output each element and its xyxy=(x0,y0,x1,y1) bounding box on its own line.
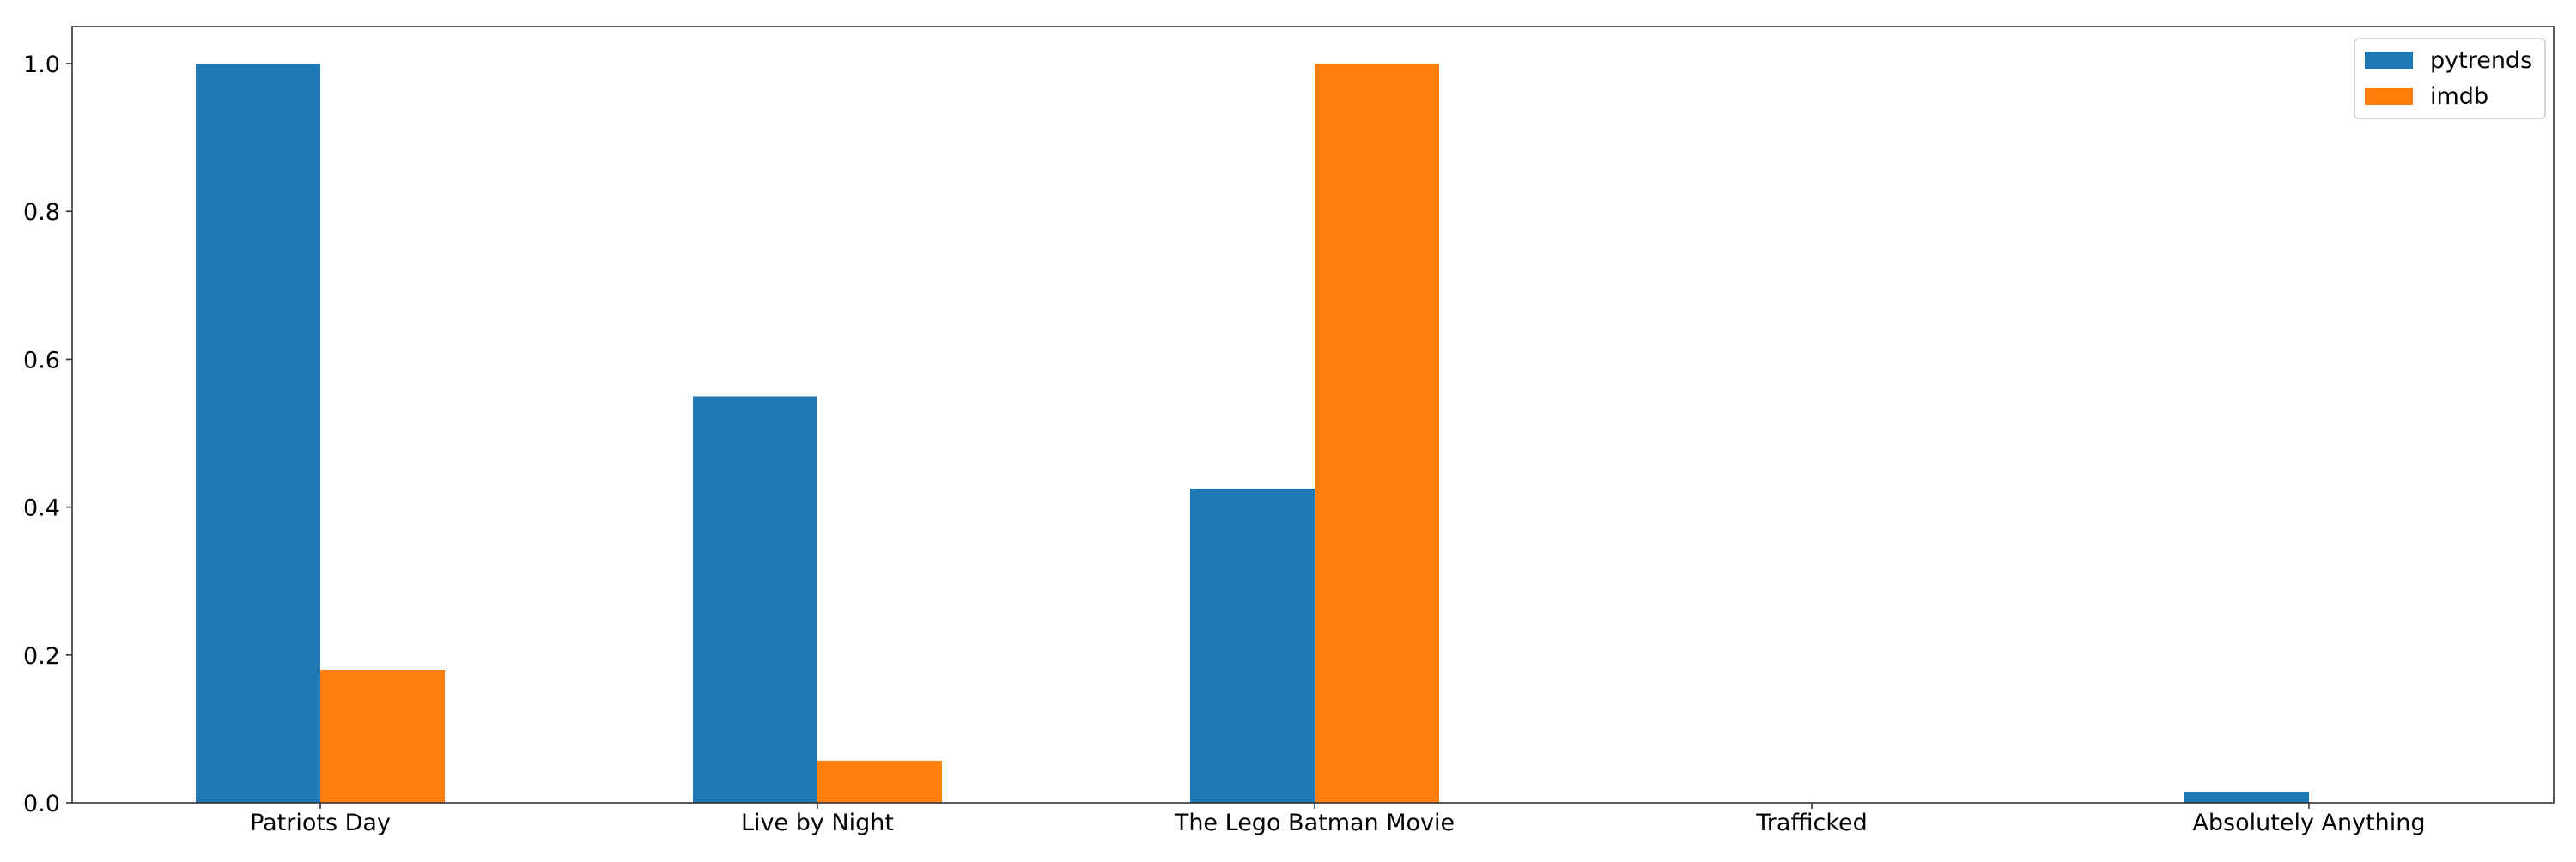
x-axis: Patriots Day Live by Night The Lego Batman… xyxy=(250,803,2426,836)
x-tick-label: Absolutely Anything xyxy=(2192,810,2425,836)
bar-pytrends-1 xyxy=(693,396,817,803)
bar-pytrends-0 xyxy=(196,64,320,804)
y-tick-label: 0.8 xyxy=(23,199,60,226)
legend-swatch-imdb xyxy=(2365,88,2413,105)
x-tick-label: Patriots Day xyxy=(250,810,391,836)
y-axis: 0.0 0.2 0.4 0.6 0.8 1.0 xyxy=(23,52,72,817)
y-tick-label: 0.6 xyxy=(23,347,60,373)
y-tick-label: 0.4 xyxy=(23,495,60,522)
legend-label-imdb: imdb xyxy=(2430,83,2488,110)
x-tick-label: Trafficked xyxy=(1755,810,1868,836)
bar-imdb-1 xyxy=(817,760,942,803)
y-tick-label: 0.0 xyxy=(23,791,60,817)
y-tick-label: 0.2 xyxy=(23,643,60,670)
x-tick-label: The Lego Batman Movie xyxy=(1174,810,1455,836)
legend: pytrends imdb xyxy=(2354,38,2546,119)
legend-swatch-pytrends xyxy=(2365,52,2413,69)
bar-imdb-2 xyxy=(1315,64,1439,804)
y-tick-label: 1.0 xyxy=(23,52,60,78)
bars-layer xyxy=(196,64,2309,804)
plot-frame xyxy=(71,26,2555,804)
bar-pytrends-2 xyxy=(1190,489,1315,803)
legend-label-pytrends: pytrends xyxy=(2430,47,2532,74)
x-tick-label: Live by Night xyxy=(741,810,894,836)
bar-imdb-0 xyxy=(320,670,445,803)
bar-pytrends-4 xyxy=(2184,792,2309,803)
